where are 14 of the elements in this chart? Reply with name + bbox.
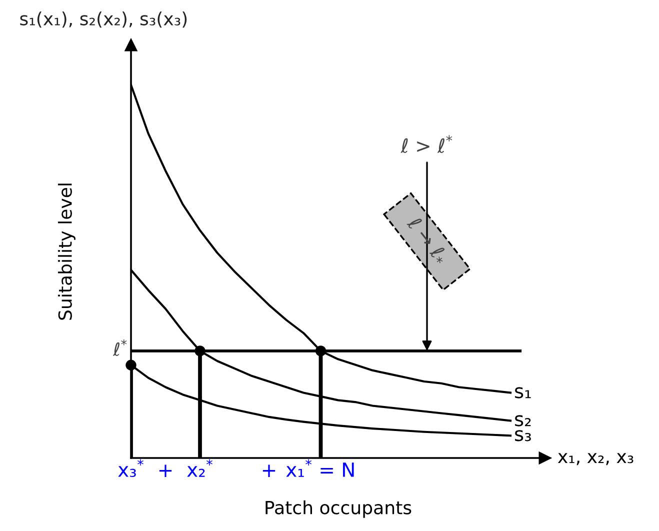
series-label: s₁ xyxy=(515,387,531,398)
x-tick-label: x₂$^{*}$ xyxy=(187,459,212,477)
ref-line-label: ℓ$^{*}$ xyxy=(112,339,127,356)
annotation: ℓ > ℓ$^{*}$ xyxy=(400,135,452,154)
y-axis-title: Suitability level xyxy=(58,184,76,320)
x-tick-label: + xyxy=(262,464,276,477)
text: x₁, x₂, x₃ xyxy=(558,453,634,466)
text: s₁(x₁), s₂(x₂), s₃(x₃) xyxy=(20,12,187,28)
x-tick-label: + xyxy=(159,464,172,477)
x-tick-label: x₁$^{*}$ = N xyxy=(286,459,354,477)
series-label: s₃ xyxy=(515,430,531,442)
series-label: s₂ xyxy=(515,415,531,426)
x-tick-label: x₃$^{*}$ xyxy=(118,459,144,478)
x-axis-title: Patch occupants xyxy=(266,500,412,518)
